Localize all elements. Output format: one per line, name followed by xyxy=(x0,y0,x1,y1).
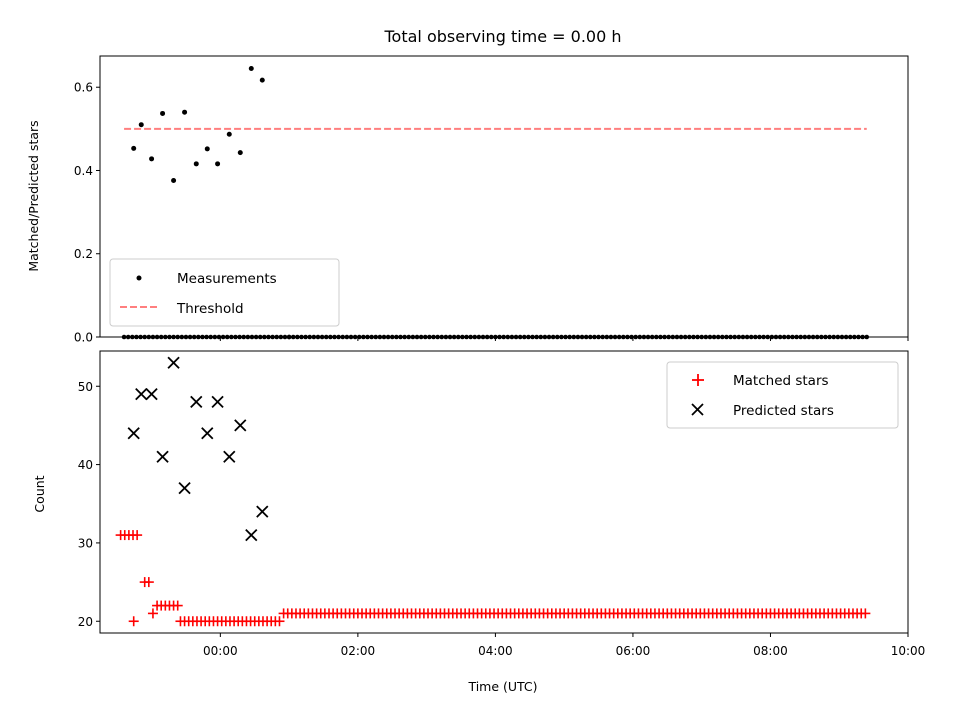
top-y-tick-label: 0.6 xyxy=(74,81,93,95)
predicted-star-point xyxy=(234,419,247,432)
predicted-star-point xyxy=(156,450,169,463)
matched-star-point xyxy=(128,616,139,627)
measurement-point xyxy=(138,122,144,128)
measurement-point xyxy=(193,161,199,167)
bottom-y-tick-label: 40 xyxy=(78,458,93,472)
matched-star-point xyxy=(860,608,871,619)
bottom-y-tick-label: 20 xyxy=(78,615,93,629)
measurement-point xyxy=(226,131,232,137)
bottom-plot-area xyxy=(115,356,871,627)
legend-measurements-label: Measurements xyxy=(177,271,277,287)
predicted-star-point xyxy=(245,528,258,542)
bottom-y-tick-label: 50 xyxy=(78,380,93,394)
top-y-tick-label: 0.4 xyxy=(74,164,93,178)
bottom-axes-ticks: 20 30 40 50 00:00 02:00 04:00 06:00 08:00 10:00 xyxy=(78,380,926,658)
top-legend-box xyxy=(109,258,340,327)
x-tick-label: 00:00 xyxy=(203,644,238,658)
matched-star-point xyxy=(172,600,183,611)
bottom-axes-frame xyxy=(99,350,909,634)
chart-title: Total observing time = 0.00 h xyxy=(383,27,621,46)
measurement-point xyxy=(215,161,221,167)
predicted-star-point xyxy=(127,427,140,440)
predicted-star-point xyxy=(211,395,224,409)
top-axes-frame xyxy=(99,55,909,338)
legend-measurements-marker xyxy=(136,275,142,281)
x-tick-label: 10:00 xyxy=(891,644,926,658)
measurement-point xyxy=(237,150,243,156)
matched-star-point xyxy=(147,608,158,619)
measurement-point xyxy=(171,177,177,183)
predicted-star-point xyxy=(145,387,158,401)
x-tick-label: 06:00 xyxy=(616,644,651,658)
x-tick-label: 04:00 xyxy=(478,644,513,658)
predicted-star-point xyxy=(167,356,180,369)
measurement-point xyxy=(182,109,188,115)
predicted-star-point xyxy=(201,427,214,440)
measurement-point xyxy=(259,77,265,83)
predicted-star-point xyxy=(256,505,269,518)
predicted-star-point xyxy=(190,395,203,409)
predicted-star-point xyxy=(223,450,236,463)
matched-star-point xyxy=(132,530,143,541)
top-y-tick-label: 0.0 xyxy=(74,331,93,345)
matched-star-point xyxy=(274,616,285,627)
legend-threshold-label: Threshold xyxy=(176,301,244,317)
x-axis-label: Time (UTC) xyxy=(467,679,537,694)
bottom-legend-box xyxy=(666,361,899,429)
x-tick-label: 08:00 xyxy=(753,644,788,658)
legend-predicted-label: Predicted stars xyxy=(733,403,834,419)
x-tick-label: 02:00 xyxy=(341,644,376,658)
top-y-tick-label: 0.2 xyxy=(74,247,93,261)
measurement-point xyxy=(248,65,254,71)
bottom-legend: Matched stars Predicted stars xyxy=(666,361,899,429)
legend-matched-marker xyxy=(692,374,704,386)
bottom-y-tick-label: 30 xyxy=(78,536,93,550)
bottom-y-axis-label: Count xyxy=(32,475,47,512)
legend-predicted-marker xyxy=(691,403,704,416)
measurement-point xyxy=(204,146,210,152)
legend-matched-label: Matched stars xyxy=(733,373,829,389)
measurement-point xyxy=(131,145,137,151)
predicted-star-point xyxy=(178,481,191,495)
top-y-axis-label: Matched/Predicted stars xyxy=(26,120,41,271)
predicted-star-point xyxy=(135,387,148,401)
measurement-point xyxy=(160,110,166,116)
matched-star-point xyxy=(143,577,154,588)
top-y-axis: 0.0 0.2 0.4 0.6 xyxy=(74,81,909,345)
measurement-point xyxy=(149,156,155,162)
top-legend: Measurements Threshold xyxy=(109,258,340,327)
